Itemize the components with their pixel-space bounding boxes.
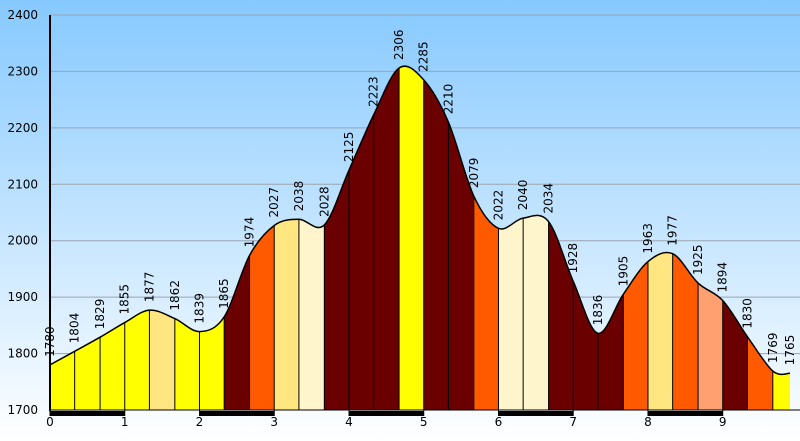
elevation-label: 1765 xyxy=(783,335,797,366)
y-axis-ticks: 1700 1800 1900 2000 2100 2200 2300 2400 xyxy=(7,8,38,417)
elevation-label: 1977 xyxy=(666,215,680,246)
y-tick-label: 2000 xyxy=(7,234,38,248)
y-tick-label: 2300 xyxy=(7,64,38,78)
y-tick-label: 1700 xyxy=(7,403,38,417)
elevation-label: 1974 xyxy=(243,217,257,248)
elevation-label: 1830 xyxy=(740,298,754,329)
elevation-label: 2034 xyxy=(542,183,556,214)
y-tick-label: 2400 xyxy=(7,8,38,22)
y-tick-label: 2100 xyxy=(7,177,38,191)
x-axis-ticks: 0 1 2 3 4 5 6 7 8 9 xyxy=(46,410,727,429)
x-tick-label: 8 xyxy=(644,415,652,429)
elevation-label: 1839 xyxy=(192,293,206,324)
elevation-label: 1894 xyxy=(716,262,730,293)
elevation-outline xyxy=(49,65,791,376)
elevation-label: 2223 xyxy=(367,76,381,107)
distance-band xyxy=(199,411,275,416)
elevation-label: 1865 xyxy=(217,278,231,309)
elevation-label: 1877 xyxy=(142,272,156,303)
segment-dividers xyxy=(74,68,774,410)
elevation-label: 2038 xyxy=(292,181,306,212)
elevation-segment xyxy=(399,66,425,410)
elevation-label: 2040 xyxy=(516,180,530,211)
elevation-label: 1829 xyxy=(93,299,107,330)
elevation-segment xyxy=(423,66,449,410)
elevation-label: 1836 xyxy=(591,295,605,326)
elevation-segment xyxy=(373,66,400,410)
elevation-label: 2210 xyxy=(441,84,455,115)
x-tick-label: 0 xyxy=(46,415,54,429)
elevation-label: 2306 xyxy=(392,29,406,60)
distance-bands xyxy=(50,411,723,416)
distance-band xyxy=(498,411,574,416)
elevation-label: 1925 xyxy=(691,244,705,275)
y-tick-label: 1800 xyxy=(7,347,38,361)
y-tick-label: 2200 xyxy=(7,121,38,135)
x-tick-label: 6 xyxy=(495,415,503,429)
elevation-label: 1905 xyxy=(616,256,630,287)
x-tick-label: 9 xyxy=(719,415,727,429)
x-tick-label: 4 xyxy=(345,415,353,429)
elevation-label: 2079 xyxy=(467,158,481,189)
elevation-label: 1963 xyxy=(641,223,655,254)
elevation-label: 1769 xyxy=(766,333,780,364)
elevation-label: 2285 xyxy=(417,41,431,72)
elevation-label: 1804 xyxy=(68,313,82,344)
distance-band xyxy=(647,411,723,416)
elevation-label: 1855 xyxy=(118,284,132,315)
elevation-label: 1928 xyxy=(566,243,580,274)
elevation-labels: 1780 1804 1829 1855 1877 1862 1839 1865 1974 2027… xyxy=(43,29,797,365)
distance-band xyxy=(348,411,424,416)
x-tick-label: 7 xyxy=(569,415,577,429)
elevation-label: 2027 xyxy=(267,187,281,218)
x-tick-label: 3 xyxy=(270,415,278,429)
axes xyxy=(49,15,800,411)
elevation-label: 2022 xyxy=(491,190,505,221)
elevation-label: 1862 xyxy=(168,280,182,311)
distance-band xyxy=(50,411,125,416)
elevation-label: 1780 xyxy=(43,326,57,357)
x-tick-label: 5 xyxy=(420,415,428,429)
elevation-label: 2028 xyxy=(317,186,331,217)
x-tick-label: 2 xyxy=(196,415,204,429)
x-tick-label: 1 xyxy=(121,415,129,429)
y-tick-label: 1900 xyxy=(7,290,38,304)
elevation-label: 2125 xyxy=(342,132,356,163)
